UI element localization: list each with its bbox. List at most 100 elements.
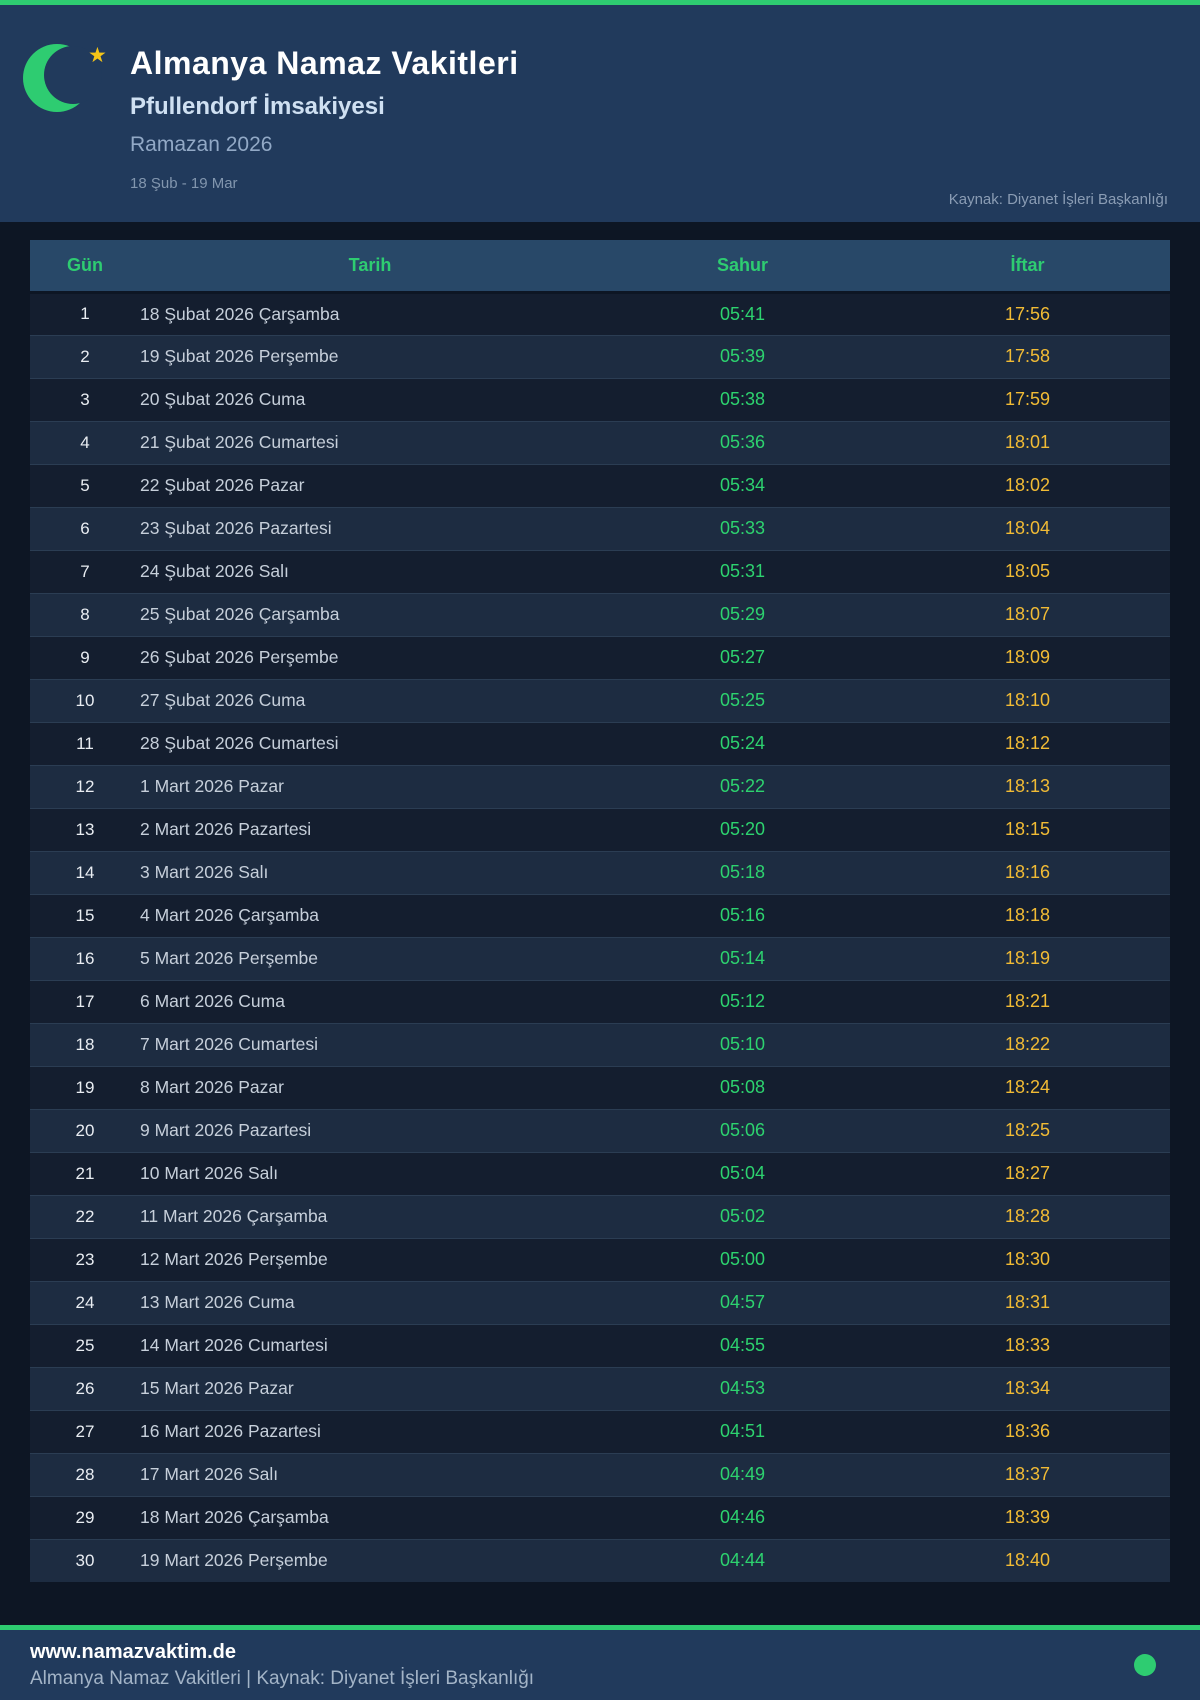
- table-row: 4 21 Şubat 2026 Cumartesi 05:36 18:01: [30, 421, 1170, 464]
- date-cell: 23 Şubat 2026 Pazartesi: [140, 518, 332, 538]
- table-row: 29 18 Mart 2026 Çarşamba 04:46 18:39: [30, 1496, 1170, 1539]
- table-row: 27 16 Mart 2026 Pazartesi 04:51 18:36: [30, 1410, 1170, 1453]
- table-row: 17 6 Mart 2026 Cuma 05:12 18:21: [30, 980, 1170, 1023]
- iftar-time-cell: 18:18: [1004, 905, 1051, 925]
- day-number-cell: 24: [75, 1292, 95, 1312]
- iftar-time-cell: 18:30: [1004, 1249, 1051, 1269]
- table-row: 21 10 Mart 2026 Salı 05:04 18:27: [30, 1152, 1170, 1195]
- day-number-cell: 4: [80, 432, 90, 452]
- date-cell: 9 Mart 2026 Pazartesi: [140, 1120, 312, 1140]
- date-cell: 5 Mart 2026 Perşembe: [140, 948, 319, 968]
- website-link[interactable]: www.namazvaktim.de: [30, 1641, 236, 1663]
- sahur-time-cell: 05:41: [719, 303, 766, 324]
- sahur-time-cell: 05:00: [719, 1249, 766, 1269]
- date-cell: 22 Şubat 2026 Pazar: [140, 475, 305, 495]
- day-number-cell: 15: [75, 905, 95, 925]
- iftar-time-cell: 18:19: [1004, 948, 1051, 968]
- date-cell: 17 Mart 2026 Salı: [140, 1464, 279, 1484]
- sahur-time-cell: 04:49: [719, 1464, 766, 1484]
- day-number-cell: 17: [75, 991, 95, 1011]
- table-row: 20 9 Mart 2026 Pazartesi 05:06 18:25: [30, 1109, 1170, 1152]
- sahur-time-cell: 05:16: [719, 905, 766, 925]
- day-number-cell: 30: [75, 1550, 95, 1570]
- date-cell: 25 Şubat 2026 Çarşamba: [140, 604, 340, 624]
- date-cell: 1 Mart 2026 Pazar: [140, 776, 284, 796]
- table-row: 13 2 Mart 2026 Pazartesi 05:20 18:15: [30, 808, 1170, 851]
- day-number-cell: 22: [75, 1206, 95, 1226]
- date-cell: 8 Mart 2026 Pazar: [140, 1077, 284, 1097]
- table-row: 26 15 Mart 2026 Pazar 04:53 18:34: [30, 1367, 1170, 1410]
- date-cell: 18 Mart 2026 Çarşamba: [140, 1507, 329, 1527]
- date-cell: 13 Mart 2026 Cuma: [140, 1292, 295, 1312]
- date-cell: 2 Mart 2026 Pazartesi: [140, 819, 312, 839]
- iftar-time-cell: 18:07: [1004, 604, 1051, 624]
- date-cell: 3 Mart 2026 Salı: [140, 862, 269, 882]
- date-cell: 24 Şubat 2026 Salı: [140, 561, 289, 581]
- day-number-cell: 16: [75, 948, 95, 968]
- source-label: Kaynak: Diyanet İşleri Başkanlığı: [948, 191, 1168, 208]
- status-dot: [1134, 1654, 1156, 1676]
- table-row: 8 25 Şubat 2026 Çarşamba 05:29 18:07: [30, 593, 1170, 636]
- prayer-times-table: Gün Tarih Sahur İftar 1 18 Şubat 2026 Ça…: [30, 240, 1170, 1582]
- table-row: 7 24 Şubat 2026 Salı 05:31 18:05: [30, 550, 1170, 593]
- day-number-cell: 8: [80, 604, 90, 624]
- day-number-cell: 19: [75, 1077, 95, 1097]
- iftar-time-cell: 18:22: [1004, 1034, 1051, 1054]
- table-row: 19 8 Mart 2026 Pazar 05:08 18:24: [30, 1066, 1170, 1109]
- sahur-time-cell: 04:53: [719, 1378, 766, 1398]
- day-number-cell: 13: [75, 819, 95, 839]
- date-cell: 4 Mart 2026 Çarşamba: [140, 905, 319, 925]
- date-cell: 27 Şubat 2026 Cuma: [140, 690, 306, 710]
- table-row: 30 19 Mart 2026 Perşembe 04:44 18:40: [30, 1539, 1170, 1582]
- page-title: Almanya Namaz Vakitleri: [130, 45, 519, 81]
- sahur-time-cell: 05:08: [719, 1077, 766, 1097]
- day-number-cell: 25: [75, 1335, 95, 1355]
- sahur-time-cell: 04:44: [719, 1550, 766, 1571]
- sahur-time-cell: 05:24: [719, 733, 766, 753]
- date-cell: 19 Şubat 2026 Perşembe: [140, 346, 339, 366]
- day-number-cell: 5: [80, 475, 90, 495]
- day-number-cell: 1: [80, 304, 90, 323]
- day-number-cell: 18: [75, 1034, 95, 1054]
- iftar-time-cell: 18:12: [1004, 733, 1051, 753]
- table-row: 28 17 Mart 2026 Salı 04:49 18:37: [30, 1453, 1170, 1496]
- iftar-time-cell: 18:28: [1004, 1206, 1051, 1226]
- table-row: 10 27 Şubat 2026 Cuma 05:25 18:10: [30, 679, 1170, 722]
- table-row: 22 11 Mart 2026 Çarşamba 05:02 18:28: [30, 1195, 1170, 1238]
- date-cell: 19 Mart 2026 Perşembe: [140, 1550, 328, 1571]
- table-header: Gün Tarih Sahur İftar: [30, 240, 1170, 292]
- column-header-sahur: Sahur: [716, 254, 768, 275]
- iftar-time-cell: 18:15: [1004, 819, 1051, 839]
- sahur-time-cell: 05:02: [719, 1206, 766, 1226]
- sahur-time-cell: 05:06: [719, 1120, 766, 1140]
- iftar-time-cell: 18:01: [1004, 432, 1051, 452]
- season-label: Ramazan 2026: [130, 133, 273, 156]
- table-row: 11 28 Şubat 2026 Cumartesi 05:24 18:12: [30, 722, 1170, 765]
- iftar-time-cell: 18:33: [1004, 1335, 1051, 1355]
- iftar-time-cell: 17:58: [1004, 346, 1051, 366]
- table-row: 18 7 Mart 2026 Cumartesi 05:10 18:22: [30, 1023, 1170, 1066]
- day-number-cell: 3: [80, 389, 90, 409]
- table-row: 3 20 Şubat 2026 Cuma 05:38 17:59: [30, 378, 1170, 421]
- star-icon: ★: [88, 44, 107, 67]
- date-range-label: 18 Şub - 19 Mar: [130, 175, 238, 192]
- footer-accent-rule: [0, 1625, 1200, 1630]
- date-cell: 14 Mart 2026 Cumartesi: [140, 1335, 328, 1355]
- sahur-time-cell: 05:25: [719, 690, 766, 710]
- date-cell: 15 Mart 2026 Pazar: [140, 1378, 294, 1398]
- day-number-cell: 9: [80, 647, 90, 667]
- sahur-time-cell: 05:14: [719, 948, 766, 968]
- date-cell: 21 Şubat 2026 Cumartesi: [140, 432, 339, 452]
- table-row: 24 13 Mart 2026 Cuma 04:57 18:31: [30, 1281, 1170, 1324]
- day-number-cell: 29: [75, 1507, 95, 1527]
- top-accent-bar: [0, 0, 1200, 5]
- iftar-time-cell: 18:37: [1004, 1464, 1051, 1484]
- table-row: 6 23 Şubat 2026 Pazartesi 05:33 18:04: [30, 507, 1170, 550]
- iftar-time-cell: 18:21: [1004, 991, 1051, 1011]
- sahur-time-cell: 04:46: [719, 1507, 766, 1527]
- sahur-time-cell: 04:55: [719, 1335, 766, 1355]
- sahur-time-cell: 05:22: [719, 776, 766, 796]
- day-number-cell: 7: [80, 561, 90, 581]
- sahur-time-cell: 04:51: [719, 1421, 766, 1441]
- page-footer: www.namazvaktim.de Almanya Namaz Vakitle…: [0, 1625, 1200, 1700]
